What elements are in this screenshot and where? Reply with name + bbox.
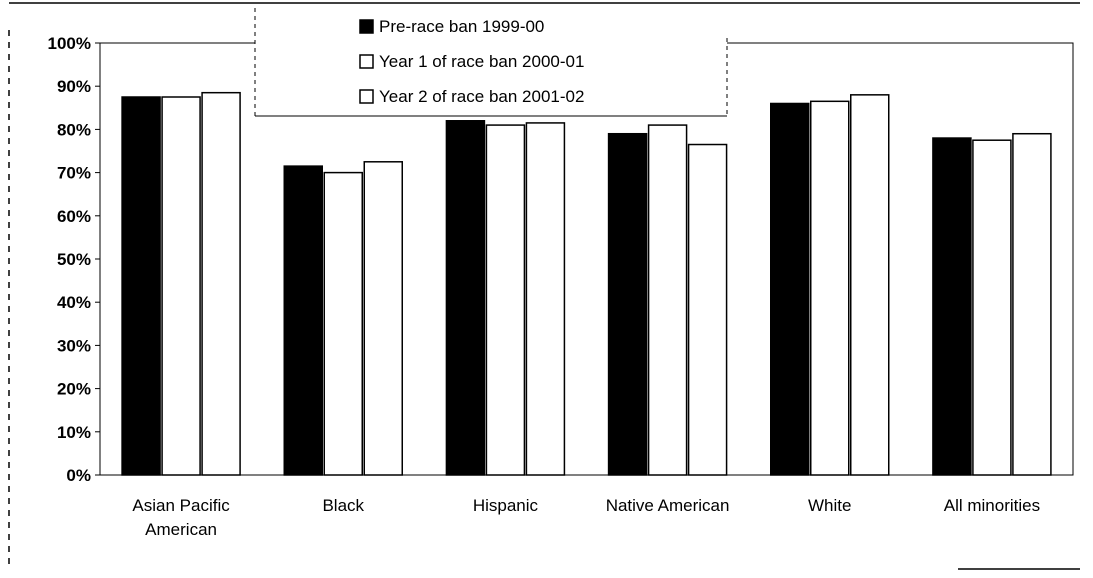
legend-label: Year 2 of race ban 2001-02: [379, 87, 584, 106]
legend-label: Year 1 of race ban 2000-01: [379, 52, 584, 71]
legend-swatch: [359, 54, 374, 69]
x-tick-label: All minorities: [944, 496, 1040, 515]
x-tick-label: Native American: [606, 496, 730, 515]
legend-swatch: [359, 19, 374, 34]
y-tick-label: 100%: [48, 34, 91, 53]
bar-year-1: [161, 96, 201, 476]
y-tick-label: 30%: [57, 336, 91, 355]
legend-label: Pre-race ban 1999-00: [379, 17, 544, 36]
bar-year-2: [363, 161, 403, 476]
bar-year-2: [1012, 132, 1052, 476]
legend: Pre-race ban 1999-00 Year 1 of race ban 2…: [254, 8, 728, 117]
x-tick-label: White: [808, 496, 851, 515]
x-axis: Asian Pacific American Black Hispanic Native…: [132, 496, 1040, 539]
bar-year-2: [850, 94, 890, 476]
bar-pre-ban: [607, 132, 648, 476]
bar-pre-ban: [932, 137, 972, 476]
bar-year-1: [485, 124, 526, 476]
bar-year-1: [972, 139, 1012, 476]
y-tick-label: 50%: [57, 250, 91, 269]
legend-swatch: [359, 89, 374, 104]
y-tick-label: 60%: [57, 207, 91, 226]
y-tick-label: 40%: [57, 293, 91, 312]
bar-pre-ban: [445, 120, 486, 476]
bar-pre-ban: [283, 165, 323, 476]
y-tick-label: 90%: [57, 77, 91, 96]
legend-box: [255, 8, 727, 116]
y-tick-label: 20%: [57, 380, 91, 399]
y-axis: 0% 10% 20% 30% 40% 50% 60% 70% 80% 90% 100%: [48, 34, 100, 485]
bar-pre-ban: [121, 96, 161, 476]
bar-year-1: [647, 124, 688, 476]
y-tick-label: 80%: [57, 120, 91, 139]
bar-year-2: [525, 122, 566, 476]
bar-year-1: [810, 100, 850, 476]
bar-year-2: [201, 91, 241, 476]
y-tick-label: 10%: [57, 423, 91, 442]
bar-year-1: [323, 171, 363, 476]
x-tick-label: Hispanic: [473, 496, 539, 515]
bar-year-2: [687, 143, 728, 476]
y-tick-label: 0%: [66, 466, 91, 485]
y-tick-label: 70%: [57, 164, 91, 183]
bar-pre-ban: [770, 102, 810, 476]
bars: [121, 91, 1052, 476]
x-tick-label: Asian Pacific American: [132, 496, 230, 539]
x-tick-label: Black: [322, 496, 364, 515]
